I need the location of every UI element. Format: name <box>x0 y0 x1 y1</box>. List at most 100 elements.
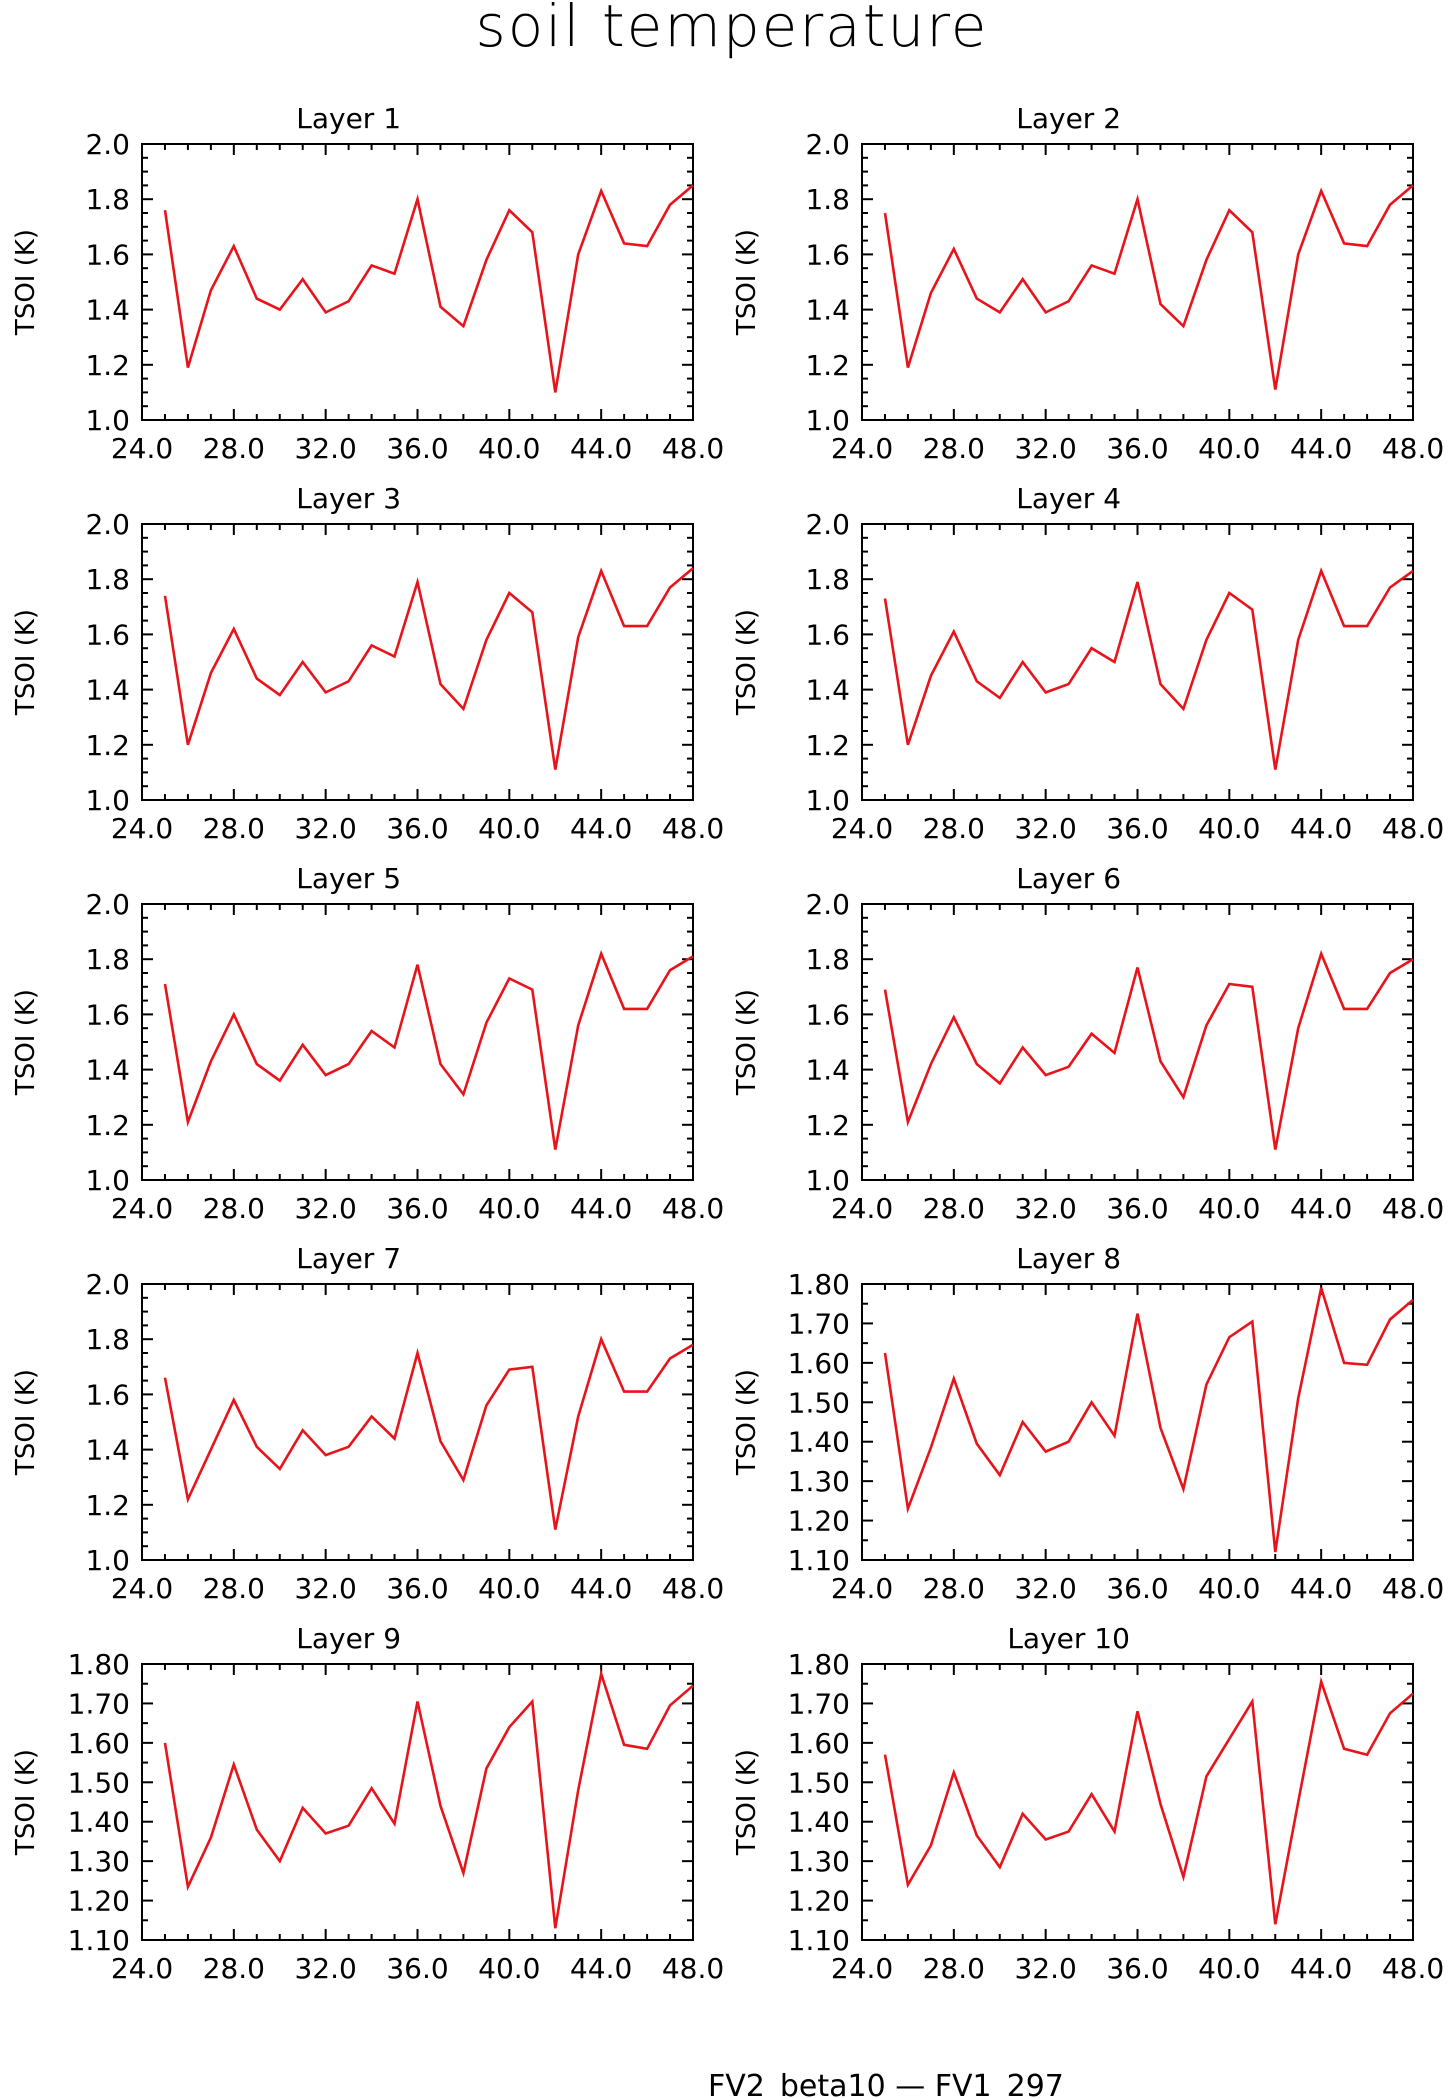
chart-panel-7: Layer 7 24.0 28.0 32.0 36.0 40.0 44.0 48.0 1.0 1.… <box>11 1242 724 1605</box>
y-axis-label: TSOI (K) <box>11 989 41 1096</box>
x-tick-label: 36.0 <box>386 1192 448 1225</box>
x-tick-label: 44.0 <box>1290 812 1352 845</box>
x-tick-label: 48.0 <box>662 1192 724 1225</box>
x-tick-label: 24.0 <box>831 432 893 465</box>
y-tick-label: 1.20 <box>788 1885 850 1918</box>
y-tick-label: 1.4 <box>85 674 130 707</box>
footer-caption: FV2_beta10 — FV1_297 <box>708 2069 1064 2099</box>
y-tick-label: 1.4 <box>805 1054 850 1087</box>
plot-frame <box>861 903 1414 1181</box>
x-tick-label: 36.0 <box>386 812 448 845</box>
x-tick-label: 24.0 <box>831 1192 893 1225</box>
y-axis-label: TSOI (K) <box>11 609 41 716</box>
x-tick-label: 32.0 <box>1014 1952 1076 1985</box>
x-tick-label: 36.0 <box>1106 432 1168 465</box>
y-tick-label: 1.8 <box>85 183 130 216</box>
y-tick-label: 1.30 <box>788 1465 850 1498</box>
panel-title: Layer 3 <box>296 482 401 515</box>
y-tick-label: 1.2 <box>85 1109 130 1142</box>
x-tick-label: 44.0 <box>1290 1192 1352 1225</box>
x-tick-label: 28.0 <box>923 1572 985 1605</box>
x-tick-label: 40.0 <box>478 1572 540 1605</box>
y-tick-label: 1.2 <box>805 729 850 762</box>
y-axis-label: TSOI (K) <box>11 229 41 336</box>
y-tick-label: 1.80 <box>68 1648 130 1681</box>
x-tick-label: 36.0 <box>1106 1192 1168 1225</box>
chart-panel-3: Layer 3 24.0 28.0 32.0 36.0 40.0 44.0 48.0 1.0 1.… <box>11 482 724 845</box>
y-tick-label: 2.0 <box>85 128 130 161</box>
panel-title: Layer 2 <box>1016 102 1121 135</box>
x-tick-label: 32.0 <box>1014 432 1076 465</box>
x-tick-label: 40.0 <box>1198 1952 1260 1985</box>
x-tick-label: 28.0 <box>923 1952 985 1985</box>
y-tick-label: 1.0 <box>85 784 130 817</box>
y-tick-label: 2.0 <box>85 888 130 921</box>
y-tick-label: 2.0 <box>85 508 130 541</box>
series-line <box>883 1676 1414 1925</box>
y-tick-label: 1.2 <box>805 1109 850 1142</box>
x-tick-label: 24.0 <box>831 812 893 845</box>
y-tick-label: 1.40 <box>68 1806 130 1839</box>
x-tick-label: 40.0 <box>1198 432 1260 465</box>
y-axis-label: TSOI (K) <box>732 989 762 1096</box>
y-tick-label: 2.0 <box>805 128 850 161</box>
x-tick-label: 40.0 <box>1198 1572 1260 1605</box>
x-tick-label: 36.0 <box>1106 1952 1168 1985</box>
y-tick-label: 2.0 <box>805 888 850 921</box>
x-tick-label: 32.0 <box>294 1952 356 1985</box>
panels-grid: Layer 1 24.0 28.0 32.0 36.0 40.0 44.0 48.0 1.0 1.… <box>11 102 1444 1985</box>
x-tick-label: 24.0 <box>831 1952 893 1985</box>
x-tick-label: 36.0 <box>386 432 448 465</box>
x-tick-label: 24.0 <box>831 1572 893 1605</box>
x-tick-label: 24.0 <box>111 1192 173 1225</box>
x-tick-label: 40.0 <box>1198 812 1260 845</box>
y-tick-label: 1.0 <box>805 404 850 437</box>
panel-title: Layer 10 <box>1007 1622 1130 1655</box>
panel-title: Layer 9 <box>296 1622 401 1655</box>
x-tick-label: 40.0 <box>478 812 540 845</box>
x-tick-label: 44.0 <box>570 812 632 845</box>
chart-panel-5: Layer 5 24.0 28.0 32.0 36.0 40.0 44.0 48.0 1.0 1.… <box>11 862 724 1225</box>
y-tick-label: 1.8 <box>85 1323 130 1356</box>
x-tick-label: 32.0 <box>1014 1572 1076 1605</box>
x-tick-label: 48.0 <box>1382 1572 1444 1605</box>
y-tick-label: 1.30 <box>68 1845 130 1878</box>
chart-panel-4: Layer 4 24.0 28.0 32.0 36.0 40.0 44.0 48.0 1.0 1.… <box>732 482 1444 845</box>
x-tick-label: 36.0 <box>1106 812 1168 845</box>
y-tick-label: 2.0 <box>805 508 850 541</box>
x-tick-label: 48.0 <box>662 1952 724 1985</box>
y-axis-label: TSOI (K) <box>11 1749 41 1856</box>
y-tick-label: 1.8 <box>85 563 130 596</box>
y-tick-label: 1.60 <box>68 1727 130 1760</box>
y-tick-label: 1.10 <box>68 1924 130 1957</box>
y-tick-label: 1.50 <box>68 1766 130 1799</box>
x-tick-label: 24.0 <box>111 812 173 845</box>
y-axis-label: TSOI (K) <box>732 609 762 716</box>
y-tick-label: 1.60 <box>788 1727 850 1760</box>
x-tick-label: 24.0 <box>111 432 173 465</box>
x-tick-label: 48.0 <box>1382 812 1444 845</box>
x-tick-label: 44.0 <box>1290 1952 1352 1985</box>
y-tick-label: 1.2 <box>85 1489 130 1522</box>
x-tick-label: 32.0 <box>294 1192 356 1225</box>
y-tick-label: 1.70 <box>788 1307 850 1340</box>
series-line <box>163 1335 694 1530</box>
y-tick-label: 1.50 <box>788 1386 850 1419</box>
x-tick-label: 28.0 <box>923 812 985 845</box>
plot-frame <box>861 523 1414 801</box>
chart-panel-8: Layer 8 24.0 28.0 32.0 36.0 40.0 44.0 48.0 1.10 1… <box>732 1242 1444 1605</box>
x-tick-label: 48.0 <box>1382 1192 1444 1225</box>
plot-frame <box>141 523 694 801</box>
series-line <box>883 567 1414 770</box>
x-tick-label: 28.0 <box>203 1952 265 1985</box>
x-tick-label: 28.0 <box>203 812 265 845</box>
panel-title: Layer 5 <box>296 862 401 895</box>
x-tick-label: 40.0 <box>1198 1192 1260 1225</box>
x-tick-label: 48.0 <box>662 812 724 845</box>
y-tick-label: 1.70 <box>788 1687 850 1720</box>
series-line <box>883 1287 1414 1553</box>
x-tick-label: 36.0 <box>386 1572 448 1605</box>
x-tick-label: 28.0 <box>923 1192 985 1225</box>
y-tick-label: 1.0 <box>805 784 850 817</box>
